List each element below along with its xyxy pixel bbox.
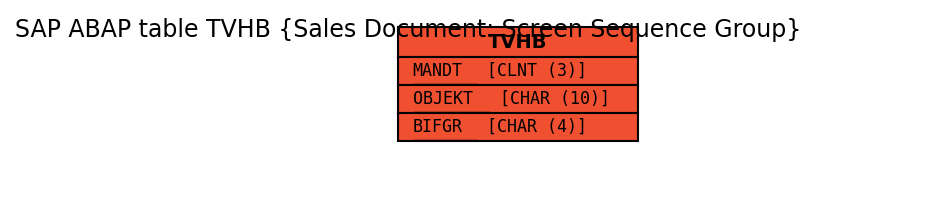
Bar: [397, 85, 638, 113]
Text: [CHAR (10)]: [CHAR (10)]: [490, 90, 610, 108]
Bar: [397, 57, 638, 85]
Text: [CHAR (4)]: [CHAR (4)]: [477, 118, 587, 136]
Text: TVHB: TVHB: [487, 32, 548, 52]
Text: MANDT: MANDT: [412, 62, 463, 80]
Text: SAP ABAP table TVHB {Sales Document: Screen Sequence Group}: SAP ABAP table TVHB {Sales Document: Scr…: [15, 18, 802, 42]
Bar: [397, 113, 638, 141]
Text: OBJEKT: OBJEKT: [412, 90, 472, 108]
Bar: [397, 27, 638, 57]
Text: [CLNT (3)]: [CLNT (3)]: [477, 62, 587, 80]
Text: BIFGR: BIFGR: [412, 118, 463, 136]
